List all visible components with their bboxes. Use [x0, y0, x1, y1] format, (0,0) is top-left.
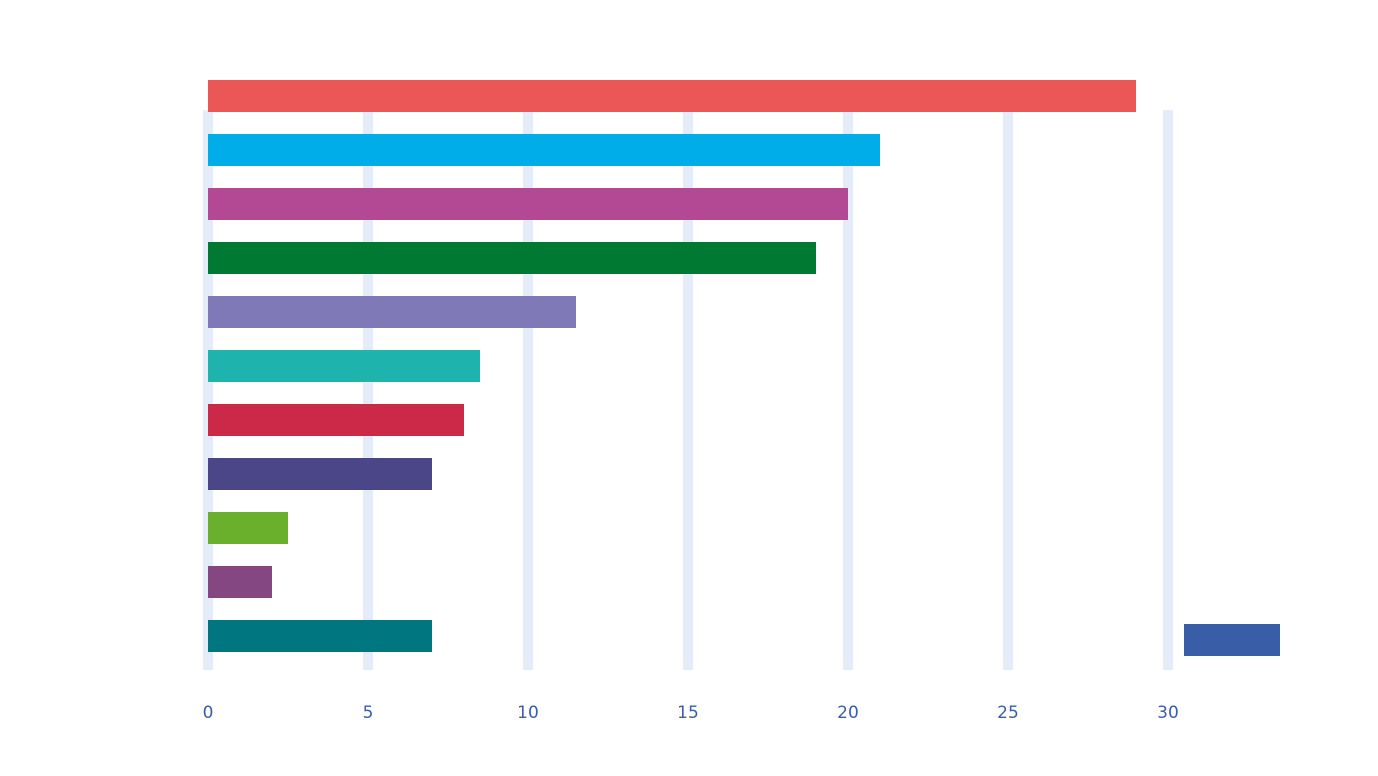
x-tick-label: 30 — [1157, 703, 1179, 723]
bar — [208, 242, 816, 274]
x-tick-label: 0 — [203, 703, 214, 723]
bar — [208, 296, 576, 328]
bar — [208, 134, 880, 166]
x-tick-label: 20 — [837, 703, 859, 723]
bar — [208, 512, 288, 544]
x-tick-label: 15 — [677, 703, 699, 723]
x-tick-label: 25 — [997, 703, 1019, 723]
bar — [208, 188, 848, 220]
bar — [208, 404, 464, 436]
bar — [208, 350, 480, 382]
legend — [1184, 624, 1280, 656]
bar — [208, 620, 432, 652]
bar — [208, 458, 432, 490]
x-tick-label: 5 — [363, 703, 374, 723]
legend-swatch — [1184, 624, 1280, 656]
x-axis-ticks: 0 5 10 15 20 25 30 — [203, 703, 1179, 723]
bar — [208, 80, 1136, 112]
x-tick-label: 10 — [517, 703, 539, 723]
bar — [208, 566, 272, 598]
bars — [208, 80, 1136, 652]
